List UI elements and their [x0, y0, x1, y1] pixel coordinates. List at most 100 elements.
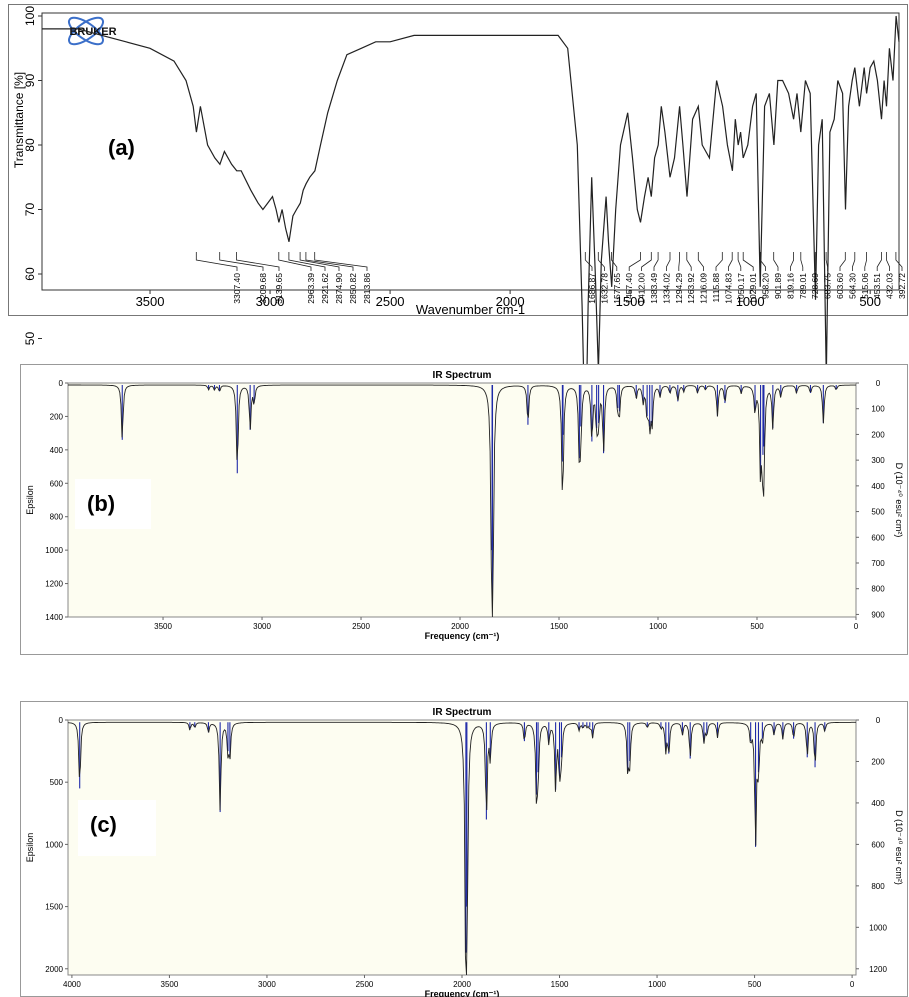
- x-tick-label-b: 0: [854, 622, 859, 631]
- peak-marker-a: [278, 252, 312, 271]
- y-tick-label-right-b: 600: [871, 533, 885, 542]
- logo-text: BRUKER: [69, 26, 116, 38]
- peak-label-a: 1632.78: [599, 273, 609, 304]
- x-tick-label-a: 2500: [376, 294, 405, 309]
- y-tick-label-right-b: 900: [871, 610, 885, 619]
- y-tick-label-right-b: 800: [871, 585, 885, 594]
- x-tick-label-a: 3500: [136, 294, 165, 309]
- peak-marker-a: [742, 252, 754, 271]
- y-tick-label-right-b: 200: [871, 430, 885, 439]
- transmittance-line-a: [42, 15, 900, 455]
- peak-marker-a: [628, 252, 641, 271]
- peak-label-a: 789.01: [798, 273, 808, 299]
- x-tick-label-c: 2000: [453, 980, 471, 989]
- y-axis-label-right-c: D (10⁻⁴⁰ esu² cm²): [894, 810, 904, 885]
- peak-marker-a: [597, 252, 605, 271]
- peak-label-a: 1383.49: [649, 273, 659, 304]
- y-tick-label-left-b: 1000: [45, 546, 63, 555]
- panel-c: IR Spectrum 4000 3500 3000 2500 2000 1500 1000 5…: [20, 701, 908, 997]
- peak-label-a: 1412.00: [637, 273, 647, 304]
- peak-label-a: 603.60: [835, 273, 845, 299]
- y-tick-label-a: 80: [23, 138, 37, 152]
- peak-label-a: 3139.65: [274, 273, 284, 304]
- peak-marker-a: [219, 252, 264, 271]
- chart-title-b: IR Spectrum: [433, 370, 492, 381]
- peak-marker-a: [737, 252, 742, 271]
- x-tick-label-c: 2500: [356, 980, 374, 989]
- x-tick-label-a: 1000: [736, 294, 765, 309]
- peak-label-a: 1457.40: [624, 273, 634, 304]
- y-tick-label-right-b: 300: [871, 456, 885, 465]
- x-tick-label-b: 1000: [649, 622, 667, 631]
- peak-label-a: 683.75: [823, 273, 833, 299]
- y-tick-label-left-b: 1200: [45, 580, 63, 589]
- envelope-line-b: [68, 384, 856, 618]
- panel-b: IR Spectrum 3500 3000 2500 2000 1500 1000 500 0 0…: [20, 364, 908, 655]
- peak-marker-a: [299, 252, 340, 271]
- bruker-logo: BRUKER: [67, 16, 117, 46]
- y-tick-label-left-c: 2000: [45, 965, 63, 974]
- envelope-line-c: [67, 721, 856, 976]
- y-tick-label-right-b: 0: [876, 379, 881, 388]
- peak-marker-a: [728, 252, 733, 271]
- peak-label-a: 1050.17: [736, 273, 746, 304]
- panel-label-box-c: [78, 800, 156, 856]
- x-axis-label-a: Wavenumber cm-1: [416, 302, 525, 317]
- y-axis-label-right-b: D (10⁻⁴⁰ esu² cm²): [894, 463, 904, 538]
- y-tick-label-left-c: 1500: [45, 903, 63, 912]
- x-tick-label-a: 1500: [616, 294, 645, 309]
- x-tick-label-b: 500: [750, 622, 764, 631]
- peak-label-a: 564.30: [847, 273, 857, 299]
- peak-label-a: 2850.82: [348, 273, 358, 304]
- peak-marker-a: [611, 252, 618, 271]
- peak-marker-a: [195, 252, 238, 271]
- peak-marker-a: [825, 252, 828, 271]
- y-axis-label-left-b: Epsilon: [25, 485, 35, 515]
- peak-marker-a: [800, 252, 804, 271]
- peak-label-a: 1074.83: [723, 273, 733, 304]
- peak-marker-a: [864, 252, 867, 271]
- peak-label-a: 2874.90: [334, 273, 344, 304]
- peak-label-a: 2921.62: [320, 273, 330, 304]
- y-tick-label-right-c: 800: [871, 882, 885, 891]
- x-tick-label-c: 4000: [63, 980, 81, 989]
- peak-marker-a: [288, 252, 326, 271]
- x-tick-label-b: 3000: [253, 622, 271, 631]
- panel-label-a: (a): [108, 135, 135, 160]
- peak-marker-a: [790, 252, 794, 271]
- peak-marker-a: [876, 252, 882, 271]
- peak-label-a: 453.51: [872, 273, 882, 299]
- panel-a: 3500 3000 2500 2000 1500 1000 500 100 90 80 70 60 50…: [8, 4, 908, 455]
- y-tick-label-right-c: 200: [871, 757, 885, 766]
- y-tick-label-a: 90: [23, 74, 37, 88]
- x-axis-label-b: Frequency (cm⁻¹): [425, 631, 500, 641]
- panel-label-c: (c): [90, 812, 117, 837]
- peak-label-a: 1334.02: [661, 273, 671, 304]
- peak-label-a: 1216.09: [699, 273, 709, 304]
- y-tick-label-right-c: 1200: [869, 965, 887, 974]
- x-tick-label-c: 0: [850, 980, 855, 989]
- y-tick-label-left-b: 1400: [45, 613, 63, 622]
- peak-marker-a: [852, 252, 856, 271]
- peak-marker-a: [678, 252, 680, 271]
- peak-label-a: 432.03: [885, 273, 895, 299]
- peak-label-a: 958.20: [761, 273, 771, 299]
- spectrum-a-plot: 3500 3000 2500 2000 1500 1000 5001009080706050…: [12, 6, 907, 455]
- peak-marker-a: [839, 252, 846, 271]
- peak-label-a: 2813.86: [362, 273, 372, 304]
- peak-label-a: 901.89: [773, 273, 783, 299]
- x-tick-label-b: 3500: [154, 622, 172, 631]
- x-tick-label-a: 3000: [256, 294, 285, 309]
- y-tick-label-left-b: 200: [50, 412, 64, 421]
- logo-orbit: [67, 16, 105, 46]
- y-tick-label-left-b: 800: [50, 513, 64, 522]
- x-tick-label-a: 2000: [496, 294, 525, 309]
- y-tick-label-a: 100: [23, 6, 37, 26]
- peak-label-a: 819.16: [785, 273, 795, 299]
- x-tick-label-b: 1500: [550, 622, 568, 631]
- peak-marker-a: [686, 252, 692, 271]
- x-tick-label-a: 500: [859, 294, 881, 309]
- peak-marker-a: [666, 252, 671, 271]
- y-axis-label-left-c: Epsilon: [25, 833, 35, 863]
